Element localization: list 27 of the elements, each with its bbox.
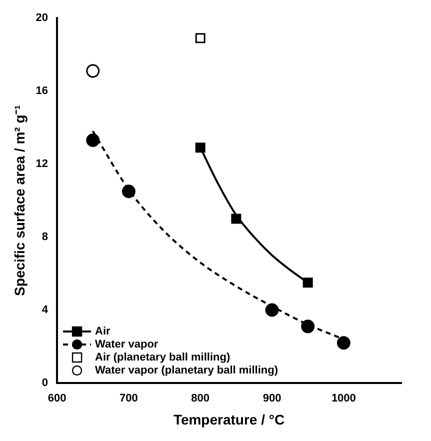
- x-axis-title: Temperature / °C: [173, 411, 285, 428]
- point: [195, 142, 206, 153]
- legend-label: Water vapor: [95, 338, 159, 351]
- y-tick-label: 16: [36, 85, 48, 98]
- y-tick-label: 12: [36, 158, 48, 170]
- point: [302, 278, 313, 288]
- point: [336, 336, 350, 350]
- x-tick-label: 800: [191, 392, 210, 405]
- point: [301, 320, 315, 334]
- x-tick-label: 700: [120, 392, 138, 405]
- y-tick-label: 0: [42, 377, 48, 390]
- legend-label: Air (planetary ball milling): [95, 352, 230, 364]
- point: [86, 134, 100, 148]
- point: [86, 64, 100, 78]
- point: [122, 184, 136, 198]
- point: [231, 214, 242, 224]
- x-tick-label: 600: [48, 392, 66, 405]
- x-tick-label: 1000: [331, 392, 356, 405]
- y-tick-label: 8: [42, 231, 48, 244]
- point: [195, 33, 206, 44]
- legend-label: Air: [95, 326, 112, 338]
- y-tick-label: 20: [36, 12, 48, 24]
- y-tick-label: 4: [42, 304, 49, 316]
- legend-label: Water vapor (planetary ball milling): [95, 364, 278, 377]
- y-axis-title: Specific surface area / m² g⁻¹: [11, 104, 28, 296]
- x-tick-label: 900: [262, 392, 282, 405]
- point: [265, 303, 279, 317]
